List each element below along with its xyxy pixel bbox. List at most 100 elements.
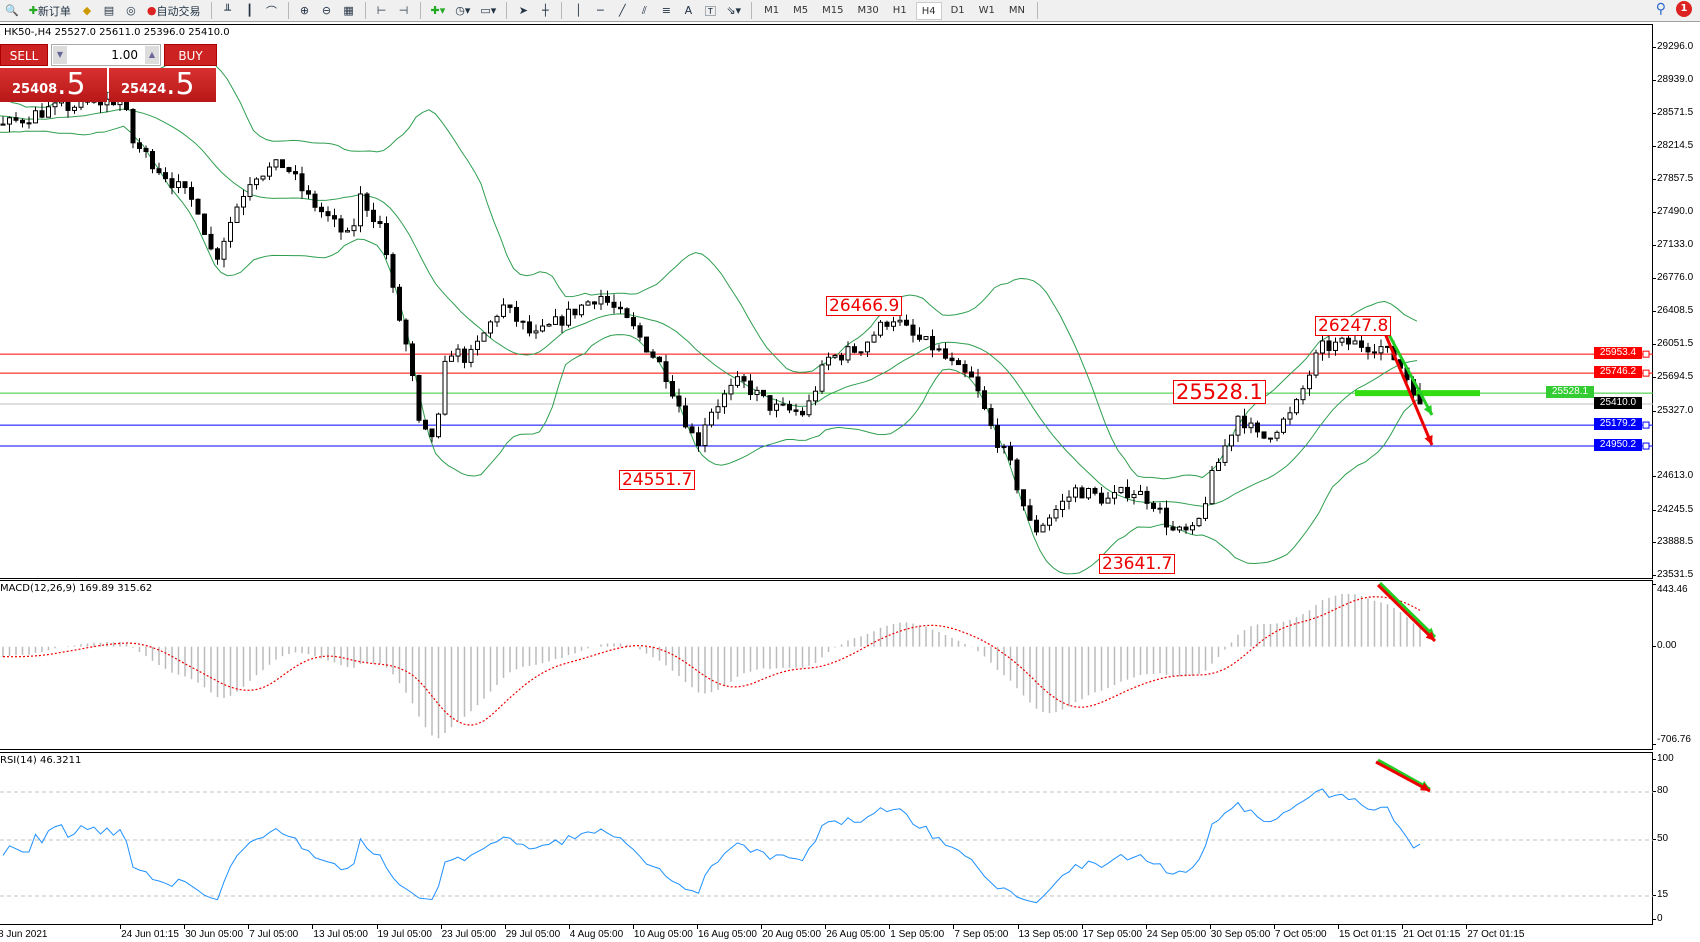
candle-bullish: [73, 107, 77, 110]
candle-bearish: [612, 302, 616, 307]
chart-shift-icon[interactable]: ⊣: [395, 2, 413, 20]
candle-bullish: [456, 349, 460, 356]
candle-bearish: [151, 152, 155, 169]
candle-bearish: [794, 410, 798, 411]
price-axis-tick: [1653, 80, 1656, 81]
equidistant-channel-icon[interactable]: ⫽: [635, 2, 653, 20]
timeframe-d1[interactable]: D1: [946, 2, 970, 20]
signals-icon[interactable]: ◎: [122, 2, 140, 20]
arrows-icon[interactable]: ⇘▾: [723, 2, 744, 20]
macd-title: MACD(12,26,9) 169.89 315.62: [0, 583, 152, 594]
timeframe-h4[interactable]: H4: [916, 2, 942, 20]
text-icon[interactable]: A: [679, 2, 697, 20]
timeframe-m15[interactable]: M15: [817, 2, 848, 20]
candle-bullish: [1132, 494, 1136, 497]
notification-badge[interactable]: 1: [1676, 1, 1692, 17]
candle-bearish: [1243, 416, 1247, 427]
candle-bearish: [313, 194, 317, 207]
rsi-axis-label: 0: [1657, 913, 1663, 924]
rsi-axis-tick: [1653, 791, 1656, 792]
candlestick-icon[interactable]: ┃: [241, 2, 259, 20]
tile-windows-icon[interactable]: ▦: [340, 2, 358, 20]
candle-bearish: [1100, 493, 1104, 503]
candle-bearish: [651, 352, 655, 357]
timeframe-m1[interactable]: M1: [759, 2, 784, 20]
timeframe-w1[interactable]: W1: [974, 2, 1000, 20]
search-icon[interactable]: ⚲: [1656, 1, 1666, 17]
price-annotation[interactable]: 23641.7: [1099, 554, 1175, 574]
one-click-trading-panel: SELL ▼ 1.00 ▲ BUY 25408 .5 25424 .5: [0, 44, 217, 102]
candle-bearish: [430, 429, 434, 437]
candle-bearish: [593, 302, 597, 304]
timeframe-m30[interactable]: M30: [852, 2, 883, 20]
candle-bullish: [1282, 419, 1286, 432]
candle-bearish: [515, 307, 519, 321]
zoom-out-icon[interactable]: ⊖: [318, 2, 336, 20]
buy-price-button[interactable]: 25424 .5: [109, 68, 216, 102]
metaeditor-icon[interactable]: ◆: [78, 2, 96, 20]
candle-bullish: [541, 326, 545, 331]
cursor-icon[interactable]: ➤: [514, 2, 532, 20]
candle-bearish: [1028, 506, 1032, 520]
new-order-button[interactable]: ✚新订单: [26, 2, 74, 20]
candle-bullish: [1041, 525, 1045, 532]
timeframe-mn[interactable]: MN: [1004, 2, 1030, 20]
candle-bearish: [742, 377, 746, 381]
time-axis-label: 30 Jun 05:00: [185, 929, 243, 940]
candle-bullish: [482, 333, 486, 341]
lot-increase-button[interactable]: ▲: [145, 46, 159, 64]
search-icon[interactable]: 🔍: [2, 2, 22, 20]
rsi-line: [3, 789, 1420, 903]
bar-chart-icon[interactable]: ╨: [219, 2, 237, 20]
periods-clock-icon[interactable]: ◷▾: [452, 2, 473, 20]
candle-bearish: [40, 111, 44, 117]
buy-button[interactable]: BUY: [164, 44, 217, 66]
line-chart-icon[interactable]: ⌒: [263, 2, 281, 20]
lot-size-input[interactable]: ▼ 1.00 ▲: [51, 44, 161, 66]
price-axis-tick: [1653, 476, 1656, 477]
candle-bullish: [437, 414, 441, 437]
autoscroll-icon[interactable]: ⊢: [373, 2, 391, 20]
candle-bullish: [547, 324, 551, 326]
price-annotation[interactable]: 24551.7: [619, 470, 695, 490]
price-annotation[interactable]: 25528.1: [1173, 380, 1266, 404]
zoom-in-icon[interactable]: ⊕: [296, 2, 314, 20]
candle-bearish: [1080, 488, 1084, 498]
terminal-icon[interactable]: ▤: [100, 2, 118, 20]
fibonacci-icon[interactable]: ≡: [657, 2, 675, 20]
sell-price-button[interactable]: 25408 .5: [0, 68, 107, 102]
candle-bullish: [346, 231, 350, 232]
sell-button[interactable]: SELL: [0, 44, 48, 66]
candle-bullish: [833, 355, 837, 357]
candle-bearish: [976, 377, 980, 391]
candle-bearish: [339, 219, 343, 232]
horizontal-line-icon[interactable]: ─: [591, 2, 609, 20]
timeframe-m5[interactable]: M5: [788, 2, 813, 20]
lot-decrease-button[interactable]: ▼: [53, 46, 67, 64]
candle-bullish: [937, 349, 941, 350]
buy-price-main: 25424: [121, 82, 166, 97]
price-axis-tick: [1653, 278, 1656, 279]
indicators-icon[interactable]: ✚▾: [428, 2, 449, 20]
price-annotation[interactable]: 26247.8: [1315, 316, 1391, 336]
timeframe-h1[interactable]: H1: [888, 2, 912, 20]
candle-bullish: [1197, 518, 1201, 525]
price-axis-tick: [1653, 212, 1656, 213]
candle-bearish: [1126, 487, 1130, 497]
price-annotation[interactable]: 26466.9: [826, 296, 902, 316]
candle-bullish: [476, 341, 480, 349]
text-label-icon[interactable]: 🅃: [701, 2, 719, 20]
candle-bearish: [625, 309, 629, 318]
macd-pane[interactable]: [0, 580, 1653, 750]
templates-icon[interactable]: ▭▾: [477, 2, 499, 20]
candle-bullish: [1275, 432, 1279, 438]
trendline-icon[interactable]: ╱: [613, 2, 631, 20]
candle-bearish: [463, 349, 467, 362]
auto-trading-button[interactable]: ●自动交易: [144, 2, 204, 20]
time-axis-label: 21 Oct 01:15: [1403, 929, 1460, 940]
vertical-line-icon[interactable]: │: [569, 2, 587, 20]
rsi-pane[interactable]: [0, 752, 1653, 925]
candle-bearish: [1269, 438, 1273, 439]
candle-bullish: [703, 425, 707, 446]
crosshair-icon[interactable]: ┼: [536, 2, 554, 20]
